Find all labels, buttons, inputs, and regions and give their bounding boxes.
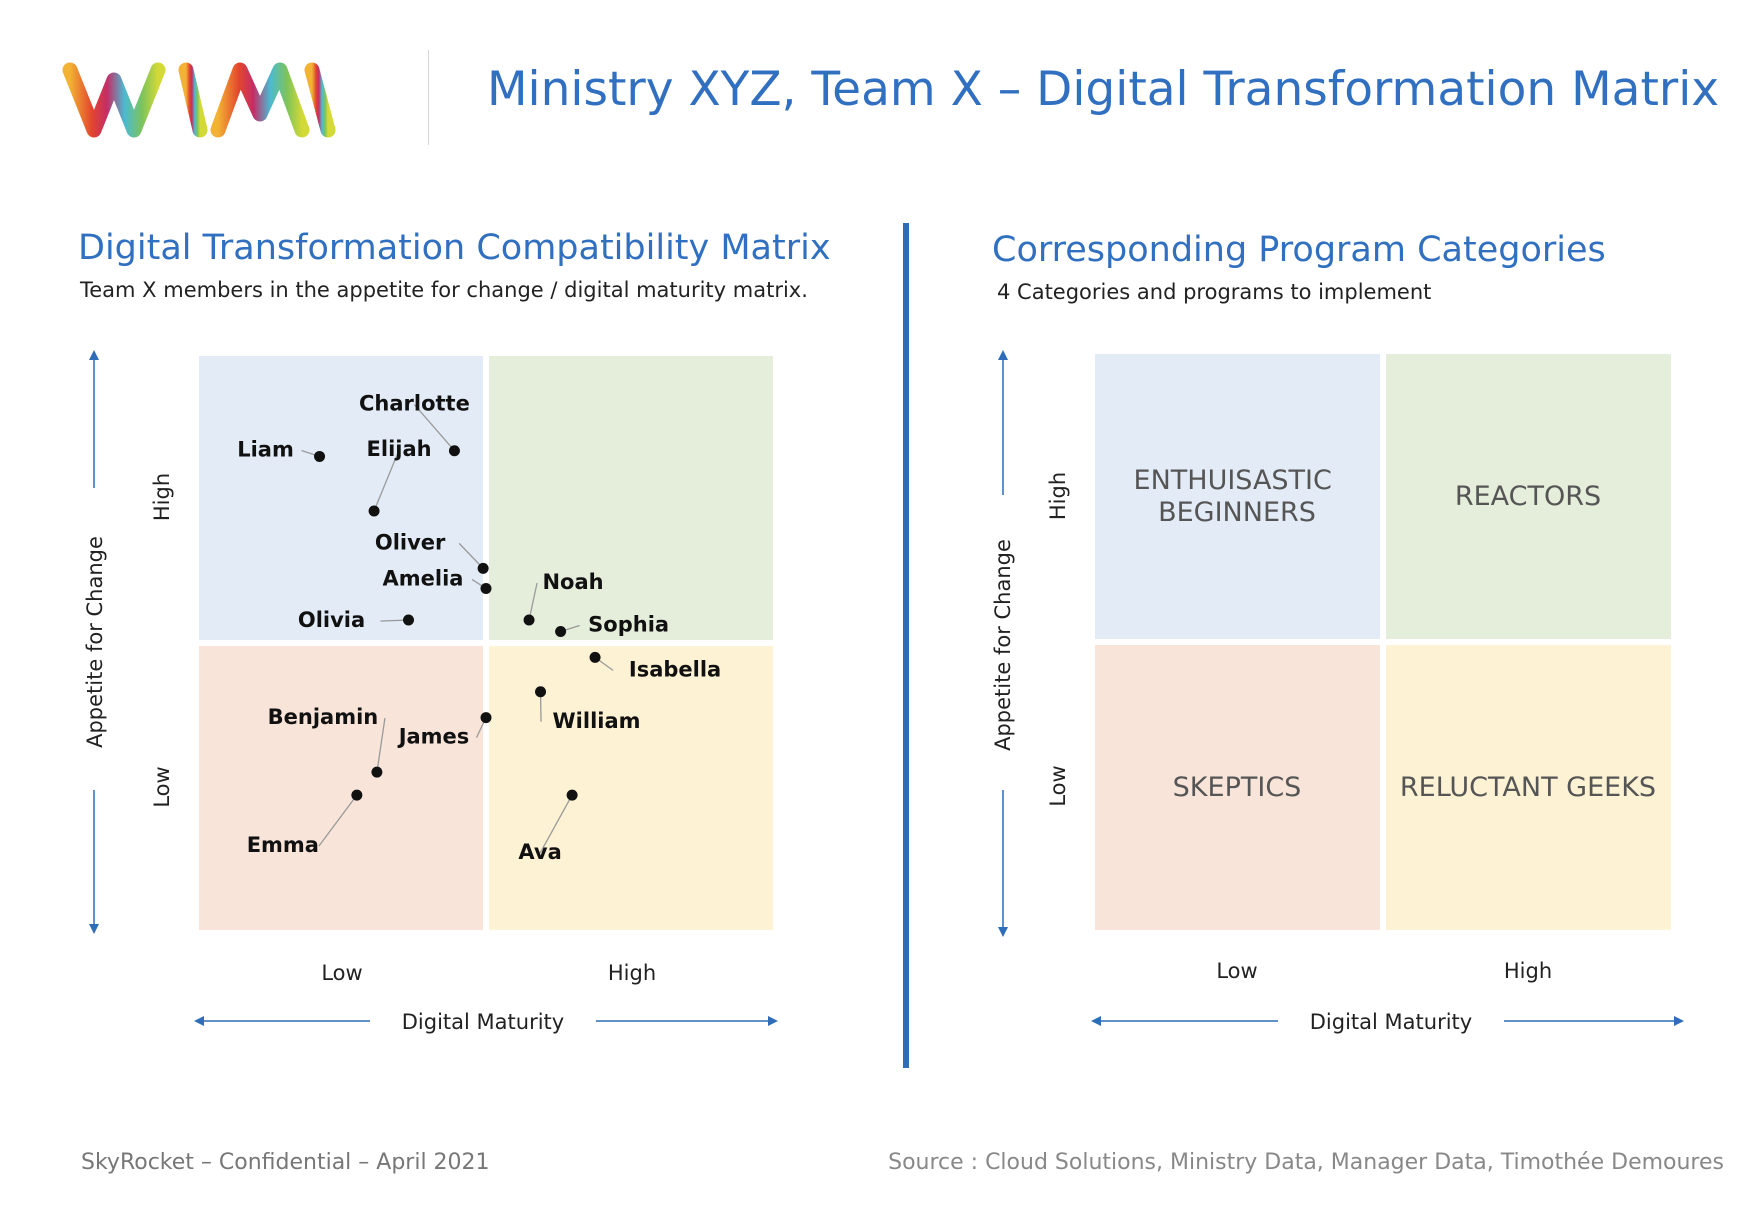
y-tick-high: High	[150, 473, 174, 521]
point-william	[535, 686, 547, 698]
point-ava	[566, 789, 578, 801]
wimi-logo	[62, 62, 336, 138]
category-box-enthusiastic-beginners	[1095, 354, 1380, 639]
point-charlotte	[448, 445, 460, 457]
point-liam	[314, 450, 326, 462]
point-emma	[351, 789, 363, 801]
point-label-elijah: Elijah	[367, 437, 432, 461]
point-label-benjamin: Benjamin	[268, 705, 379, 729]
leader-line-ava	[539, 794, 573, 854]
point-label-noah: Noah	[542, 570, 603, 594]
point-label-emma: Emma	[247, 833, 319, 857]
leader-line-emma	[318, 794, 358, 847]
scatter-points: Liam Charlotte Elijah Oliver Amelia Olivia Noa…	[237, 392, 721, 864]
y-tick-low: Low	[150, 766, 174, 807]
point-james	[480, 712, 492, 724]
quadrant-bottom-right	[489, 646, 773, 930]
point-elijah	[368, 505, 380, 517]
left-panel-title: Digital Transformation Compatibility Mat…	[78, 228, 831, 268]
leader-line-elijah	[373, 449, 400, 512]
program-categories-matrix: ENTHUISASTIC BEGINNERS REACTORS SKEPTICS…	[991, 350, 1684, 1034]
right-panel-title: Corresponding Program Categories	[992, 230, 1606, 270]
leader-line-oliver	[458, 542, 484, 569]
y-tick-high: High	[1046, 472, 1070, 520]
point-label-ava: Ava	[518, 840, 561, 864]
category-box-reluctant-geeks	[1386, 645, 1671, 930]
y-tick-low: Low	[1046, 765, 1070, 806]
left-panel-subtitle: Team X members in the appetite for chang…	[80, 278, 808, 302]
quadrant-top-left	[199, 356, 483, 640]
leader-line-charlotte	[413, 404, 455, 452]
leader-line-benjamin	[376, 718, 386, 773]
x-axis-title: Digital Maturity	[1310, 1010, 1472, 1034]
point-olivia	[403, 614, 415, 626]
category-skeptics: SKEPTICS	[1173, 772, 1302, 803]
category-box-skeptics	[1095, 645, 1380, 930]
compatibility-matrix: Appetite for Change High Low Low High Di…	[83, 350, 778, 1034]
point-label-liam: Liam	[237, 437, 294, 461]
right-panel-subtitle: 4 Categories and programs to implement	[997, 280, 1432, 304]
header-divider	[428, 50, 429, 145]
x-axis-title: Digital Maturity	[402, 1010, 564, 1034]
y-axis-title: Appetite for Change	[83, 536, 107, 748]
point-label-isabella: Isabella	[629, 657, 721, 681]
x-tick-low: Low	[1216, 959, 1257, 983]
point-label-amelia: Amelia	[383, 566, 464, 590]
page-title: Ministry XYZ, Team X – Digital Transform…	[487, 62, 1720, 117]
point-oliver	[477, 562, 489, 574]
panel-divider	[903, 223, 909, 1068]
quadrant-bottom-left	[199, 646, 483, 930]
point-noah	[523, 614, 535, 626]
y-axis-title: Appetite for Change	[991, 539, 1015, 751]
x-tick-high: High	[608, 961, 656, 985]
point-label-oliver: Oliver	[375, 530, 446, 554]
point-label-william: William	[553, 709, 641, 733]
leader-line-noah	[528, 582, 538, 621]
quadrant-top-right	[489, 356, 773, 640]
point-label-charlotte: Charlotte	[359, 392, 470, 416]
point-benjamin	[371, 766, 383, 778]
category-reluctant-geeks: RELUCTANT GEEKS	[1400, 772, 1656, 803]
footer-source: Source : Cloud Solutions, Ministry Data,…	[888, 1150, 1724, 1175]
point-label-olivia: Olivia	[298, 608, 365, 632]
x-tick-high: High	[1504, 959, 1552, 983]
point-isabella	[589, 651, 601, 663]
category-reactors: REACTORS	[1455, 481, 1601, 512]
category-box-reactors	[1386, 354, 1671, 639]
category-enthusiastic-beginners: ENTHUISASTIC BEGINNERS	[1134, 465, 1341, 528]
point-sophia	[555, 626, 567, 638]
point-label-sophia: Sophia	[588, 613, 669, 637]
point-amelia	[480, 582, 492, 594]
x-tick-low: Low	[321, 961, 362, 985]
point-label-james: James	[397, 725, 470, 749]
footer-confidential: SkyRocket – Confidential – April 2021	[81, 1150, 490, 1175]
